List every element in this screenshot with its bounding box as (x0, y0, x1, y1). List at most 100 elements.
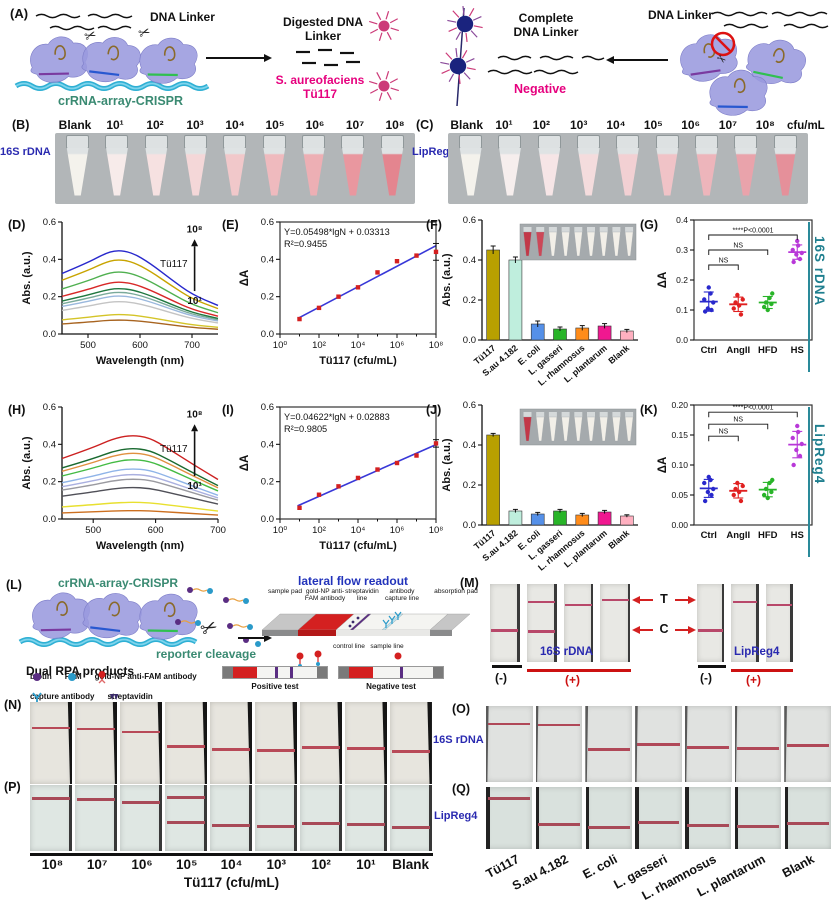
data-point (414, 253, 419, 258)
strip-edge (486, 706, 489, 782)
y-axis-label: Abs. (a.u.) (441, 253, 453, 307)
y-tick-label: 0.15 (671, 430, 688, 440)
y-tick-label: 0.00 (671, 520, 688, 530)
lfa-strip (486, 787, 533, 849)
x-tick-label: 10⁰ (273, 340, 288, 351)
result-line (290, 667, 293, 678)
aunp-ray (376, 12, 382, 21)
scissors-icon: ✂ (82, 26, 98, 45)
guide-sequence (40, 628, 71, 632)
data-point (702, 480, 707, 486)
tube-body (184, 148, 207, 196)
panel-A-label: (A) (10, 6, 29, 21)
group2-negative-sign: (-) (700, 671, 712, 685)
lfa-strip (209, 785, 253, 851)
strip-edge (67, 702, 73, 784)
lfa-strip (563, 584, 594, 662)
dna-squiggle (533, 69, 579, 75)
inset-tube-body (574, 231, 583, 257)
dna-squiggle (783, 23, 829, 29)
y-axis-label: ΔA (239, 270, 251, 287)
strip-edge (384, 785, 387, 851)
group-label: HFD (758, 530, 778, 541)
annotation-bottom: 10¹ (187, 296, 202, 307)
panel-E-calibration-chart: 0.0 0.2 0.4 0.6 10⁰ 10² 10⁴ 10⁶ 10⁸ Tü117 (cfu/mL… (239, 217, 443, 367)
aunp-ray (390, 27, 399, 32)
tube (726, 135, 765, 202)
control-line (166, 745, 206, 749)
data-point (433, 441, 439, 446)
data-point (702, 498, 708, 504)
dispersed-AuNP-icon (378, 20, 390, 32)
biotin-icon (227, 623, 233, 629)
x-axis-label: Tü117 (cfu/mL) (319, 540, 397, 552)
data-point (763, 300, 769, 305)
data-point (795, 243, 801, 248)
legend-label: capture antibody (30, 692, 95, 701)
panel-N-label: (N) (4, 698, 22, 712)
panel-I-label: (I) (222, 403, 234, 417)
positive-test-strip (222, 666, 328, 679)
strip-edge (202, 702, 208, 784)
tube-cap (184, 135, 208, 149)
data-point (740, 483, 745, 489)
y-tick-label: 0.6 (43, 402, 56, 413)
row1-side-label: 16S rDNA (812, 236, 827, 307)
spectrum-curve (61, 281, 219, 317)
aunp-ray (470, 30, 478, 38)
test-line (77, 727, 116, 731)
y-axis-label: Abs. (a.u.) (21, 251, 33, 305)
lfa-strip (697, 584, 725, 662)
aunp-ray (445, 52, 453, 60)
tc-arrow-head-right (688, 596, 696, 604)
spectrum-curve (61, 291, 219, 321)
strip-edge (428, 785, 432, 851)
positive-test-label: Positive test (251, 682, 299, 691)
strip-edge (635, 787, 639, 849)
spectrum-curve (61, 287, 219, 320)
cas-protein-blob (32, 592, 90, 639)
data-point (769, 301, 774, 307)
control-line (787, 821, 829, 825)
data-point (735, 292, 740, 298)
group1-positive-sign: (+) (565, 673, 580, 687)
axis-tick-label: 10⁷ (86, 857, 108, 872)
y-tick-label: 0.4 (261, 254, 274, 265)
lfa-pad-label: sample pad (267, 588, 303, 595)
aunp-ray (465, 32, 468, 42)
data-point (336, 294, 341, 299)
r-squared: R²=0.9805 (284, 424, 327, 434)
fam-icon (67, 672, 76, 681)
panel-A-schematic: ✂ ✂✂ (14, 6, 829, 116)
group-label: HFD (758, 345, 778, 356)
y-tick-label: 0.6 (261, 402, 274, 413)
y-tick-label: 0.2 (43, 292, 56, 303)
fam-icon (255, 641, 261, 647)
data-point (394, 460, 400, 466)
legend-row-2: capture antibody streptavidin (30, 691, 153, 703)
legend-item: capture antibody (30, 691, 95, 703)
concentration-label: 10² (532, 118, 550, 132)
streptavidin-icon (110, 693, 119, 700)
strip-front-red (298, 630, 336, 636)
strip-edge (517, 584, 520, 662)
panel-O-strips (486, 706, 831, 782)
crRNA-array-CRISPR-label: crRNA-array-CRISPR (58, 94, 184, 108)
reporter-linker (228, 598, 244, 602)
strip-edge (486, 787, 490, 849)
lfa-strip (535, 706, 583, 782)
control-line (528, 630, 556, 634)
panel-H-absorbance-spectra-chart: 0.0 0.2 0.4 0.6 500 600 700 Wavelength (nm) Abs.… (21, 402, 226, 552)
streptavidin-icon (348, 624, 352, 628)
strip-end-pad (223, 667, 233, 678)
annotation-label: Tü117 (160, 259, 188, 270)
tube (766, 135, 805, 202)
crRNA-hairpin (163, 46, 176, 62)
dna-linker-label-right: DNA Linker (648, 8, 713, 22)
biotin-icon (175, 619, 181, 625)
tube (687, 135, 726, 202)
strip-edge (635, 706, 638, 782)
aunp-ray (461, 50, 468, 59)
tube (530, 135, 569, 202)
